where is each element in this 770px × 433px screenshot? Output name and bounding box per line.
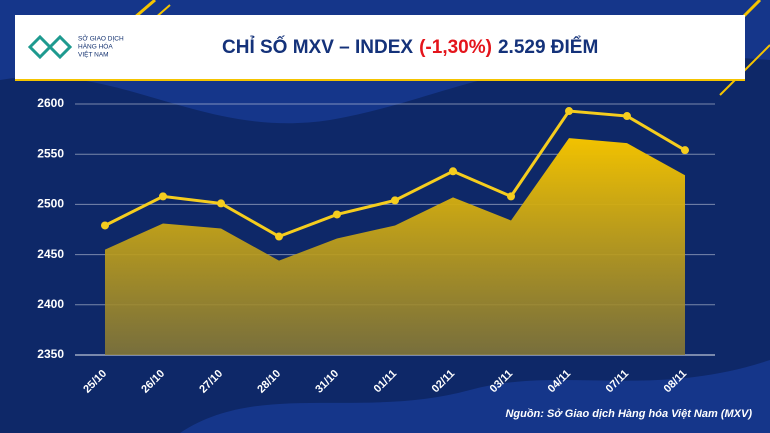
- bg-shape: [180, 360, 770, 433]
- title-value: 2.529 ĐIỂM: [498, 36, 598, 58]
- title-main: CHỈ SỐ MXV – INDEX: [222, 36, 413, 58]
- marker: [449, 167, 457, 176]
- y-tick-label: 2600: [37, 96, 64, 110]
- logo-text: VIỆT NAM: [78, 50, 109, 59]
- marker: [275, 232, 283, 241]
- y-tick-label: 2500: [37, 197, 64, 211]
- y-tick-label: 2400: [37, 297, 64, 311]
- y-tick-label: 2450: [37, 247, 64, 261]
- logo-text: SỞ GIAO DỊCH: [78, 34, 124, 43]
- area: [105, 138, 685, 355]
- marker: [623, 112, 631, 121]
- marker: [565, 107, 573, 116]
- marker: [681, 146, 689, 155]
- y-tick-label: 2550: [37, 146, 64, 160]
- marker: [217, 199, 225, 208]
- chart-title: CHỈ SỐ MXV – INDEX (-1,30%) 2.529 ĐIỂM: [222, 36, 598, 58]
- marker: [507, 192, 515, 201]
- marker: [333, 210, 341, 219]
- source: Nguồn: Sở Giao dịch Hàng hóa Việt Nam (M…: [505, 408, 752, 420]
- logo: SỞ GIAO DỊCH HÀNG HÓA VIỆT NAM: [27, 34, 124, 60]
- marker: [101, 221, 109, 230]
- marker: [159, 192, 167, 201]
- marker: [391, 196, 399, 205]
- logo-text: HÀNG HÓA: [78, 42, 113, 51]
- logo-icon: [27, 34, 73, 60]
- y-tick-label: 2350: [37, 347, 64, 361]
- title-change: (-1,30%): [419, 37, 492, 58]
- header-band: [15, 15, 745, 79]
